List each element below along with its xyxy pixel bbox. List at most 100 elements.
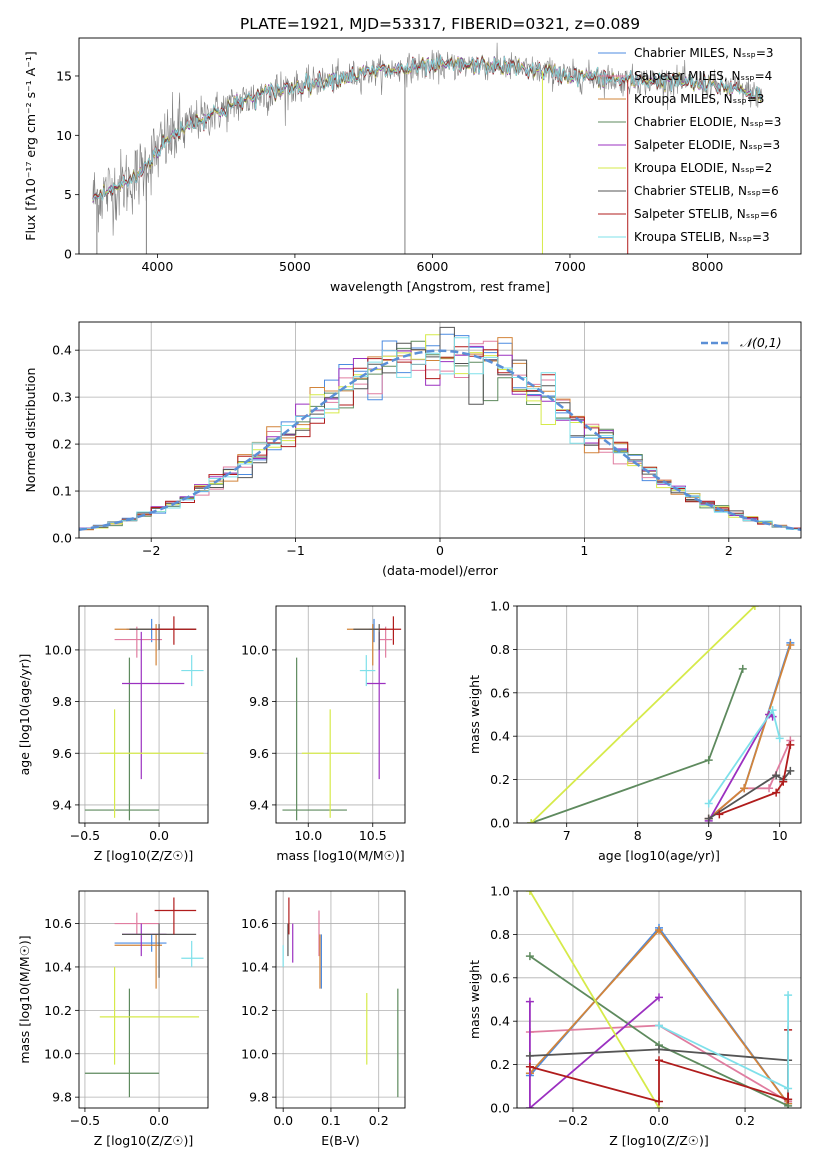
weight-point: [784, 1084, 793, 1093]
errorbar-salpeter-miles: [379, 626, 393, 658]
y-axis-label: mass weight: [467, 960, 482, 1039]
y-axis-label: Flux [fλ10⁻¹⁷ erg cm⁻² s⁻¹ A⁻¹]: [23, 51, 38, 240]
grid: [79, 606, 208, 823]
y-tick-label: 0.6: [490, 970, 510, 985]
errorbar-kroupa-miles: [114, 934, 163, 989]
grid: [517, 605, 801, 824]
x-tick-label: 8: [634, 828, 642, 843]
x-tick-label: 2: [725, 543, 733, 558]
errorbar-kroupa-elodie: [301, 709, 360, 818]
y-tick-label: 9.8: [249, 694, 269, 709]
ticks: −2 −1 0 1 2 0.0 0.1 0.2 0.3 0.4: [52, 343, 733, 558]
x-tick-label: 0.0: [149, 828, 169, 843]
weight-point: [740, 784, 749, 793]
x-axis-label: E(B-V): [321, 1133, 360, 1148]
errorbar-salpeter-stelib: [151, 616, 197, 645]
y-tick-label: 0: [64, 247, 72, 262]
panel-6: −0.5 0.0 9.8 10.0 10.2 10.4 10.6 Z [log10(Z/Z☉)…: [17, 890, 209, 1148]
y-axis-label: mass weight: [467, 675, 482, 754]
axes-frame: [78, 890, 209, 1109]
x-tick-label: 7000: [554, 259, 586, 274]
legend-entry: 𝒩(0,1): [740, 335, 782, 350]
y-tick-label: 0.0: [490, 816, 510, 831]
plot-area: [525, 891, 793, 1108]
y-tick-label: 10.2: [44, 1003, 72, 1018]
weight-point: [786, 740, 795, 749]
y-tick-label: 5: [64, 187, 72, 202]
errorbar-salpeter-miles: [114, 912, 160, 935]
axes-frame: [275, 890, 406, 1109]
weight-point: [525, 1051, 534, 1060]
weight-point: [715, 810, 724, 819]
weight-point: [655, 1056, 663, 1065]
errorbar-chabrier-elodie: [84, 657, 160, 821]
x-tick-label: 0.0: [649, 1113, 669, 1128]
weight-line-kroupa-elodie: [529, 891, 660, 1108]
errorbar-salpeter-miles: [114, 626, 163, 658]
legend-entry: Salpeter MILES, Nₛₛₚ=4: [634, 69, 772, 83]
plot-area: [84, 897, 204, 1098]
x-axis-label: age [log10(age/yr)]: [598, 848, 720, 863]
x-tick-label: 6000: [417, 259, 449, 274]
errorbar-salpeter-elodie: [366, 631, 386, 780]
x-axis-label: Z [log10(Z/Z☉)]: [609, 1133, 709, 1148]
weight-point: [655, 1045, 663, 1054]
errorbar-salpeter-stelib: [154, 897, 197, 935]
y-tick-label: 0.2: [490, 1057, 510, 1072]
normal-curve: [79, 349, 801, 532]
legend-entry: Chabrier ELODIE, Nₛₛₚ=3: [634, 115, 781, 129]
plot-area: [527, 606, 795, 823]
errorbar-chabrier-stelib: [122, 923, 197, 978]
plot-area: [79, 326, 801, 532]
y-tick-label: 15: [56, 68, 72, 83]
x-tick-label: 9: [705, 828, 713, 843]
errorbar-kroupa-elodie: [99, 709, 204, 818]
y-tick-label: 0.1: [52, 484, 72, 499]
weight-point: [704, 756, 713, 765]
y-tick-label: 1.0: [490, 599, 510, 614]
y-tick-label: 0.4: [490, 1014, 510, 1029]
figure-title: PLATE=1921, MJD=53317, FIBERID=0321, z=0…: [240, 15, 640, 33]
ticks: 0.0 0.1 0.2 9.8 10.0 10.2 10.4 10.6: [241, 916, 389, 1128]
panel-8: −0.2 0.0 0.2 0.0 0.2 0.4 0.6 0.8 1.0 Z [log10(Z/Z…: [467, 884, 802, 1148]
weight-point: [786, 766, 795, 775]
legend-entry: Salpeter STELIB, Nₛₛₚ=6: [634, 207, 778, 221]
x-axis-label: Z [log10(Z/Z☉)]: [94, 848, 194, 863]
ticks: −0.5 0.0 9.4 9.6 9.8 10.0: [44, 642, 169, 843]
ticks: 4000 5000 6000 7000 8000 0 5 10 15: [56, 68, 723, 274]
axes-frame: [78, 605, 209, 824]
x-tick-label: 0.2: [735, 1113, 755, 1128]
weight-point: [772, 771, 781, 780]
errorbar-kroupa-stelib: [181, 940, 204, 967]
errorbar-chabrier-miles: [114, 934, 167, 952]
y-tick-label: 10.6: [241, 916, 269, 931]
y-tick-label: 9.4: [52, 797, 72, 812]
y-tick-label: 0.3: [52, 390, 72, 405]
legend: Chabrier MILES, Nₛₛₚ=3 Salpeter MILES, Nₛ…: [598, 46, 781, 244]
weight-point: [765, 784, 774, 793]
y-tick-label: 10.6: [44, 916, 72, 931]
weight-point: [655, 1021, 663, 1030]
errorbar-salpeter-elodie: [122, 923, 167, 957]
errorbar-chabrier-elodie: [282, 657, 347, 821]
panel-3: −0.5 0.0 9.4 9.6 9.8 10.0 Z [log10(Z/Z☉)] age […: [17, 605, 209, 863]
y-tick-label: 9.8: [52, 694, 72, 709]
y-tick-label: 0.8: [490, 642, 510, 657]
x-tick-label: 8000: [692, 259, 724, 274]
x-tick-label: −0.5: [70, 1113, 100, 1128]
x-axis-label: mass [log10(M/M☉)]: [276, 848, 404, 863]
x-tick-label: 10: [772, 828, 788, 843]
x-axis-label: Z [log10(Z/Z☉)]: [94, 1133, 194, 1148]
y-tick-label: 9.6: [249, 746, 269, 761]
panel-2: −2 −1 0 1 2 0.0 0.1 0.2 0.3 0.4 (data-model)/error…: [23, 321, 802, 578]
weight-point: [525, 1104, 534, 1108]
plot-area: [282, 616, 402, 821]
panel-7: 0.0 0.1 0.2 9.8 10.0 10.2 10.4 10.6 E(B-V): [241, 890, 406, 1148]
y-tick-label: 10.2: [241, 1003, 269, 1018]
y-tick-label: 9.8: [52, 1090, 72, 1105]
plot-area: [84, 616, 204, 821]
errorbar-salpeter-stelib: [379, 616, 402, 645]
grid: [276, 891, 405, 1108]
weight-point: [786, 641, 795, 650]
